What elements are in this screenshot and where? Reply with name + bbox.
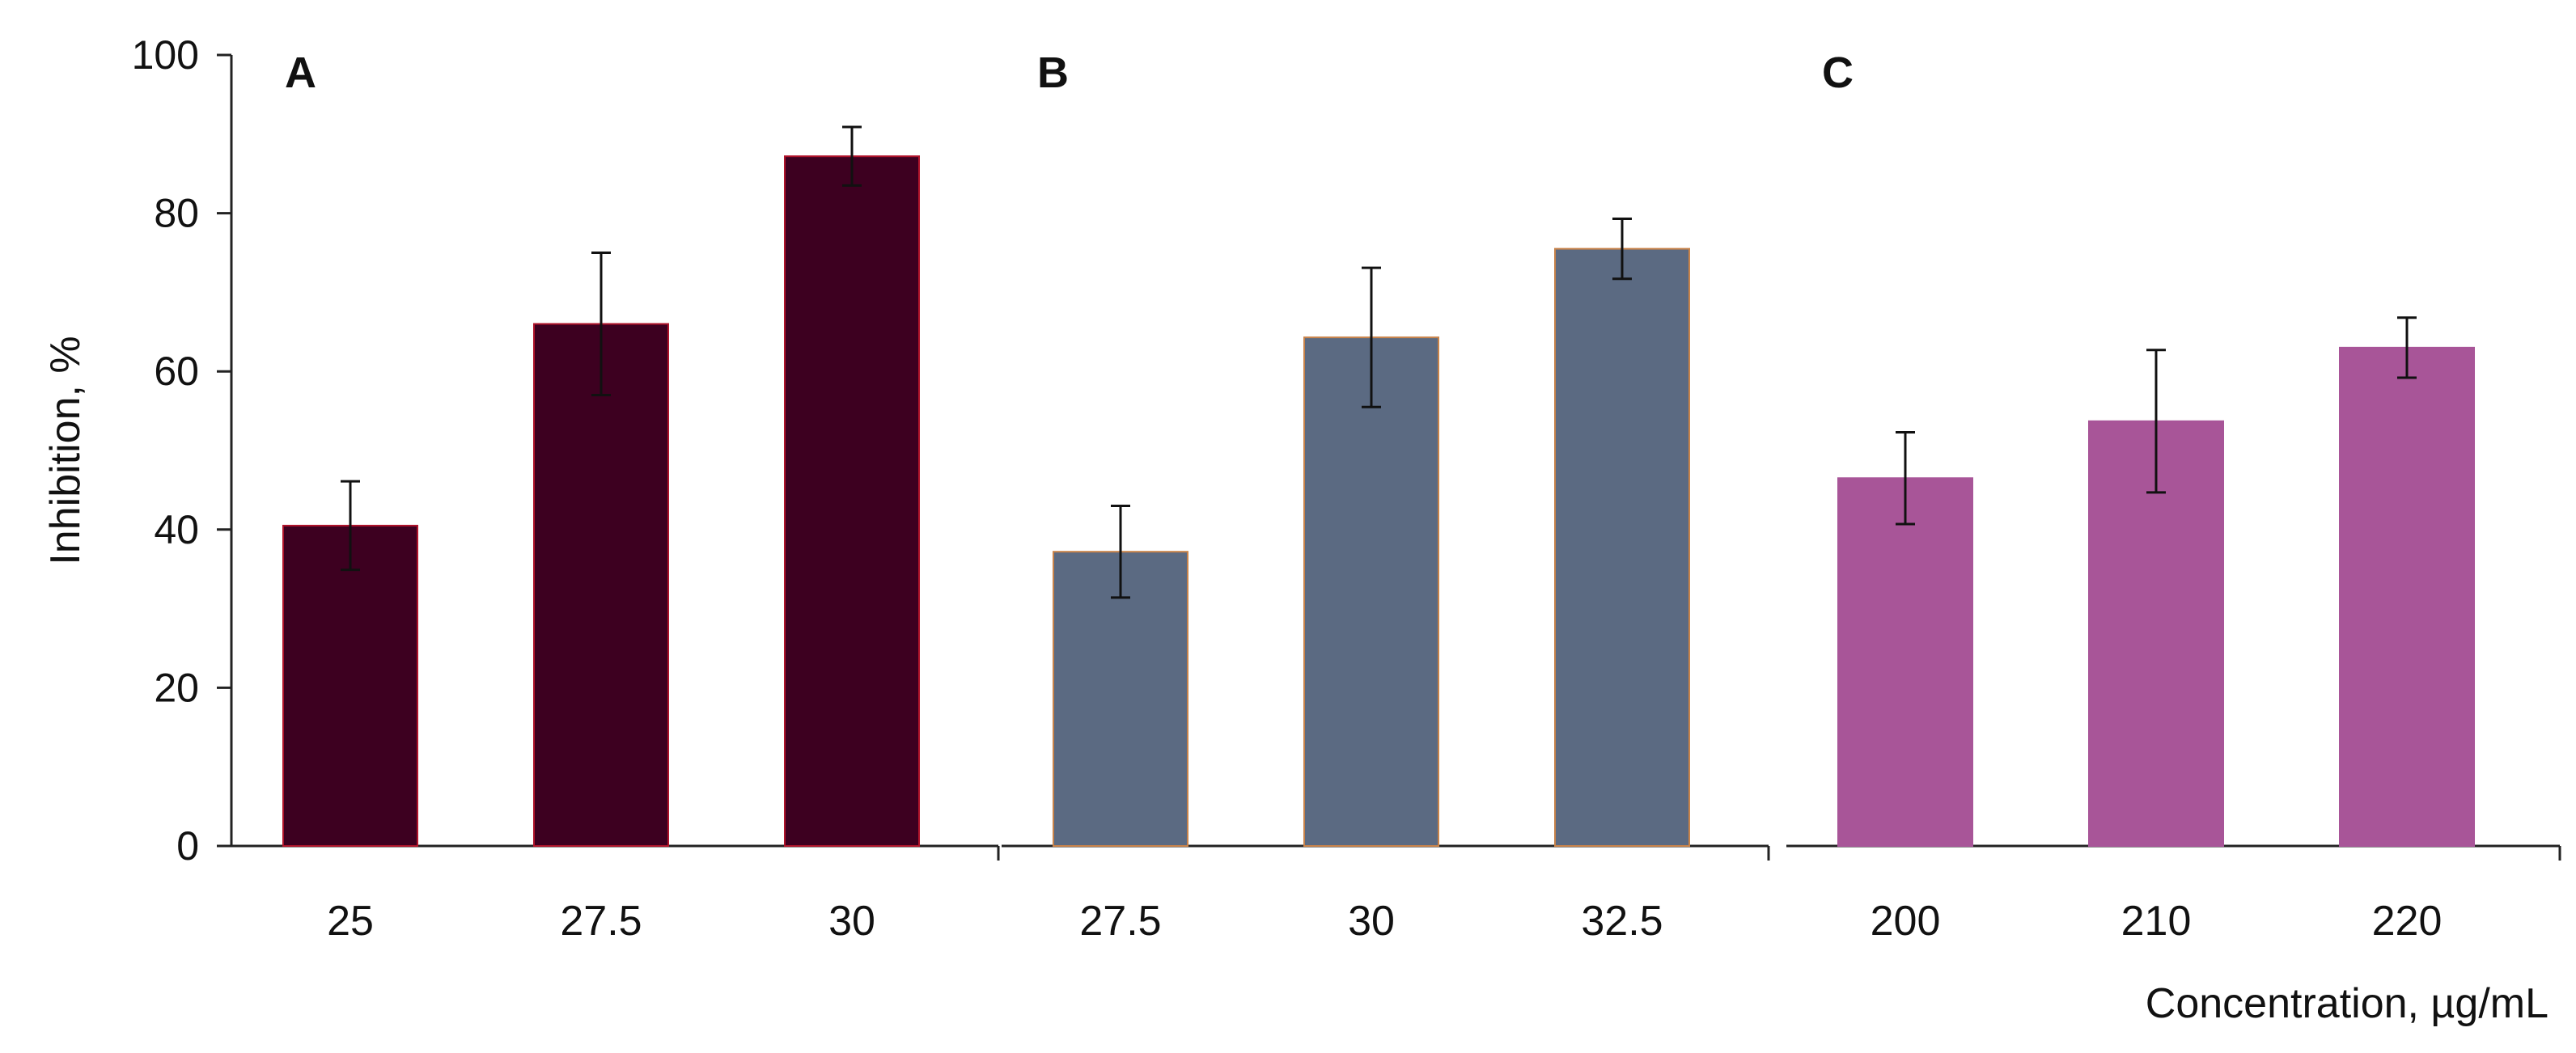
bar (1837, 477, 1973, 847)
x-tick-label: 32.5 (1581, 898, 1663, 945)
x-tick-label: 27.5 (560, 898, 642, 945)
x-axis-label: Concentration, µg/mL (2146, 980, 2548, 1027)
bar (1303, 336, 1439, 847)
x-tick-label: 27.5 (1079, 898, 1161, 945)
x-tick-label: 200 (1871, 898, 1941, 945)
bar (2339, 346, 2475, 847)
panel-label: B (1037, 49, 1069, 97)
y-tick-label: 80 (154, 191, 199, 236)
y-tick-label: 20 (154, 665, 199, 710)
y-tick-label: 40 (154, 507, 199, 552)
x-tick-label: 220 (2372, 898, 2443, 945)
panel-label: C (1822, 49, 1854, 97)
x-tick-label: 210 (2121, 898, 2192, 945)
bar (1554, 247, 1690, 847)
y-axis-label: Inhibition, % (42, 336, 89, 565)
y-tick-label: 60 (154, 349, 199, 394)
bar (1053, 551, 1188, 848)
x-tick-label: 25 (327, 898, 374, 945)
x-tick-label: 30 (1348, 898, 1395, 945)
panel-label: A (285, 49, 316, 97)
x-tick-label: 30 (828, 898, 875, 945)
y-tick-label: 100 (132, 32, 199, 78)
bar (282, 524, 418, 847)
y-tick-label: 0 (176, 823, 199, 869)
bar (533, 323, 669, 847)
bar (784, 155, 920, 847)
